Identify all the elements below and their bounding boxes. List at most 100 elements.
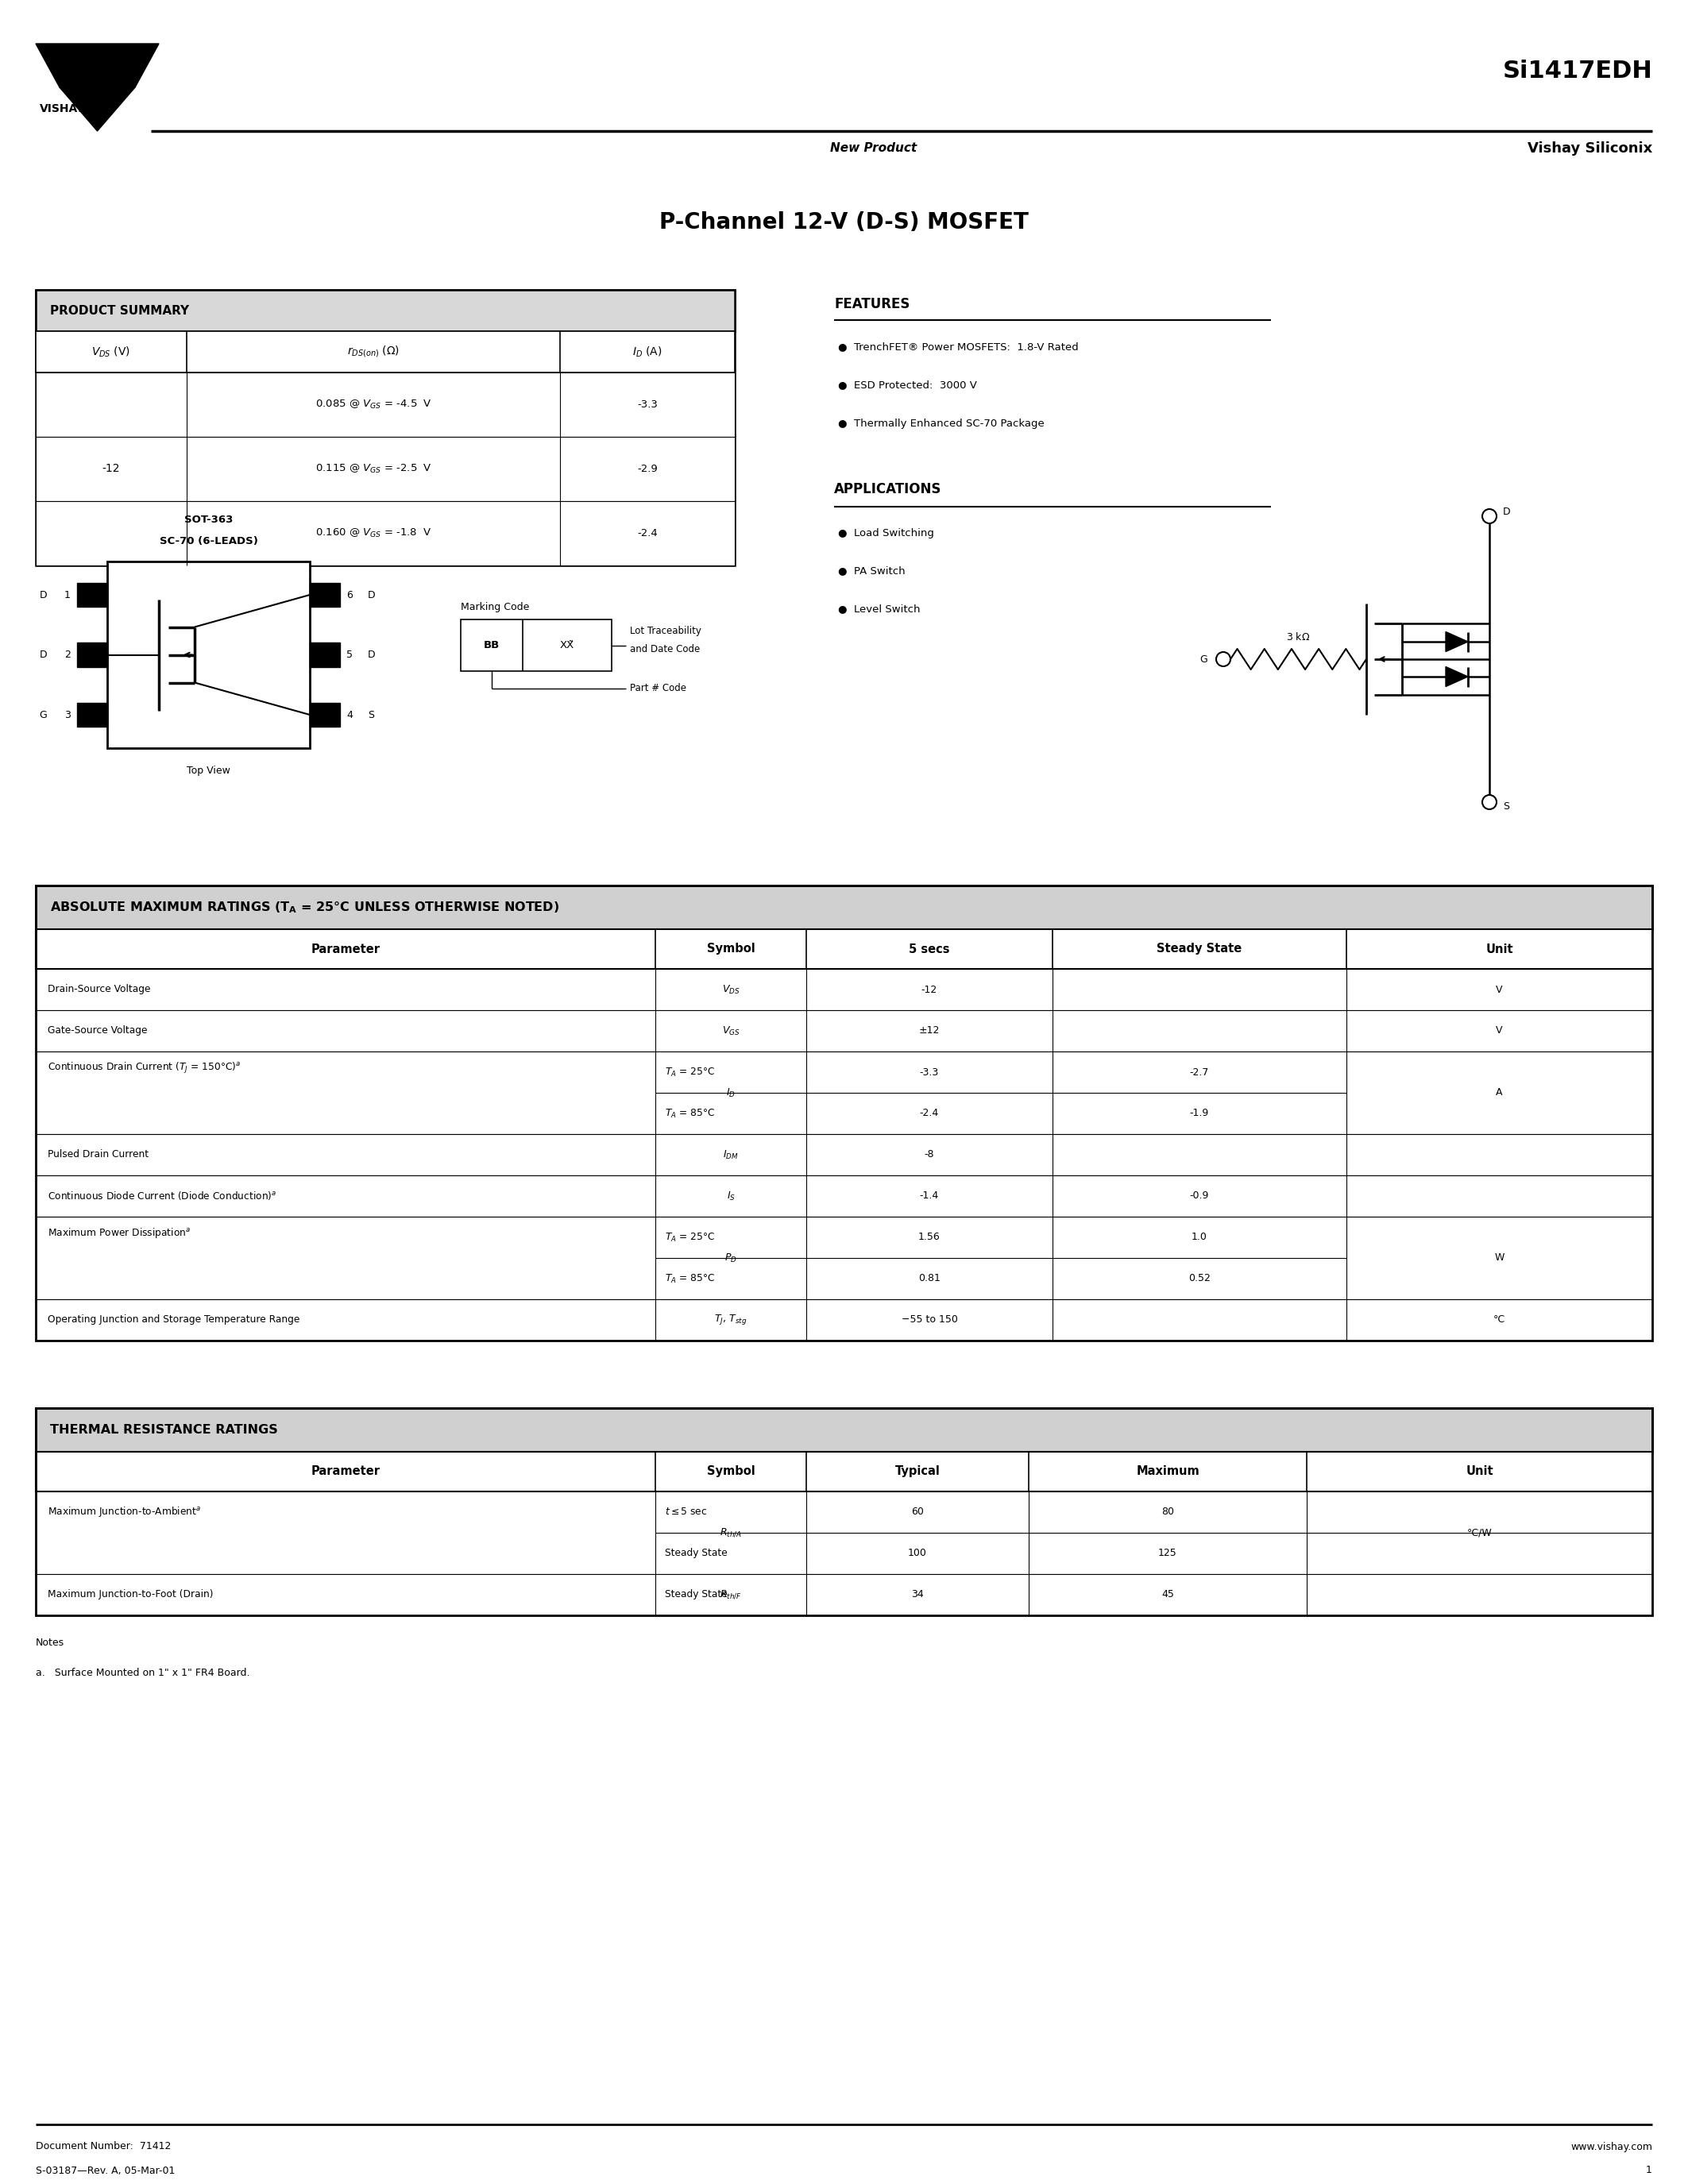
Text: -2.9: -2.9 bbox=[636, 463, 658, 474]
Text: and Date Code: and Date Code bbox=[630, 644, 701, 655]
Bar bbox=[78, 703, 108, 727]
Text: Marking Code: Marking Code bbox=[461, 603, 530, 614]
Text: ±12: ±12 bbox=[918, 1026, 940, 1035]
Text: THERMAL RESISTANCE RATINGS: THERMAL RESISTANCE RATINGS bbox=[51, 1424, 279, 1435]
Text: FEATURES: FEATURES bbox=[834, 297, 910, 312]
Text: Steady State: Steady State bbox=[665, 1590, 728, 1601]
Text: °C/W: °C/W bbox=[1467, 1527, 1492, 1538]
Text: $T_J$, $T_{stg}$: $T_J$, $T_{stg}$ bbox=[714, 1313, 748, 1326]
Text: Continuous Drain Current ($T_J$ = 150°C)$^a$: Continuous Drain Current ($T_J$ = 150°C)… bbox=[47, 1061, 241, 1075]
Text: Maximum Power Dissipation$^a$: Maximum Power Dissipation$^a$ bbox=[47, 1227, 191, 1241]
Text: 3: 3 bbox=[64, 710, 71, 721]
Text: S-03187—Rev. A, 05-Mar-01: S-03187—Rev. A, 05-Mar-01 bbox=[35, 2164, 176, 2175]
Bar bbox=[35, 1011, 1653, 1051]
Text: Pulsed Drain Current: Pulsed Drain Current bbox=[47, 1149, 149, 1160]
Text: $I_S$: $I_S$ bbox=[726, 1190, 736, 1201]
Text: -2.4: -2.4 bbox=[636, 529, 658, 539]
Bar bbox=[78, 642, 108, 666]
Text: P-Channel 12-V (D-S) MOSFET: P-Channel 12-V (D-S) MOSFET bbox=[660, 212, 1028, 234]
Text: Drain-Source Voltage: Drain-Source Voltage bbox=[47, 985, 150, 994]
Bar bbox=[35, 1409, 1653, 1616]
Text: ABSOLUTE MAXIMUM RATINGS ($\mathbf{T_A}$ = 25°C UNLESS OTHERWISE NOTED): ABSOLUTE MAXIMUM RATINGS ($\mathbf{T_A}$… bbox=[51, 900, 559, 915]
Text: -3.3: -3.3 bbox=[920, 1068, 939, 1077]
Text: G: G bbox=[39, 710, 47, 721]
Circle shape bbox=[1482, 795, 1497, 810]
Text: $T_A$ = 85°C: $T_A$ = 85°C bbox=[665, 1273, 716, 1284]
Bar bbox=[78, 583, 108, 607]
Text: $T_A$ = 25°C: $T_A$ = 25°C bbox=[665, 1232, 716, 1243]
Text: 5: 5 bbox=[346, 649, 353, 660]
Text: Operating Junction and Storage Temperature Range: Operating Junction and Storage Temperatu… bbox=[47, 1315, 300, 1326]
Text: W: W bbox=[1494, 1254, 1504, 1262]
Text: Lot Traceability: Lot Traceability bbox=[630, 627, 701, 636]
Text: $V_{DS}$: $V_{DS}$ bbox=[722, 983, 739, 996]
Text: D: D bbox=[368, 590, 375, 601]
Text: −55 to 150: −55 to 150 bbox=[901, 1315, 957, 1326]
Text: Maximum Junction-to-Ambient$^a$: Maximum Junction-to-Ambient$^a$ bbox=[47, 1505, 201, 1518]
Text: -8: -8 bbox=[925, 1149, 935, 1160]
Text: Part # Code: Part # Code bbox=[630, 684, 687, 695]
Text: 4: 4 bbox=[346, 710, 353, 721]
Text: ●  ESD Protected:  3000 V: ● ESD Protected: 3000 V bbox=[837, 380, 977, 391]
Text: Top View: Top View bbox=[187, 764, 230, 775]
Bar bbox=[35, 1575, 1653, 1616]
Text: Gate-Source Voltage: Gate-Source Voltage bbox=[47, 1026, 147, 1035]
Bar bbox=[35, 1216, 1653, 1299]
Text: $V_{DS}$ (V): $V_{DS}$ (V) bbox=[91, 345, 130, 358]
Text: PRODUCT SUMMARY: PRODUCT SUMMARY bbox=[51, 304, 189, 317]
Text: $T_A$ = 85°C: $T_A$ = 85°C bbox=[665, 1107, 716, 1120]
Text: Si1417EDH: Si1417EDH bbox=[1502, 59, 1653, 83]
Text: Typical: Typical bbox=[895, 1465, 940, 1479]
Bar bbox=[461, 620, 611, 670]
Bar bbox=[35, 1492, 1653, 1575]
Text: Symbol: Symbol bbox=[707, 1465, 755, 1479]
Text: -12: -12 bbox=[922, 985, 937, 994]
Text: Symbol: Symbol bbox=[707, 943, 755, 954]
Bar bbox=[35, 290, 734, 566]
Text: Steady State: Steady State bbox=[665, 1548, 728, 1559]
Text: $r_{DS(on)}$ ($\Omega$): $r_{DS(on)}$ ($\Omega$) bbox=[348, 345, 400, 360]
Text: 34: 34 bbox=[912, 1590, 923, 1601]
Text: 0.52: 0.52 bbox=[1188, 1273, 1210, 1284]
Text: 60: 60 bbox=[912, 1507, 923, 1518]
Text: -2.4: -2.4 bbox=[920, 1107, 939, 1118]
Text: 125: 125 bbox=[1158, 1548, 1177, 1559]
Text: $T_A$ = 25°C: $T_A$ = 25°C bbox=[665, 1066, 716, 1079]
Text: D: D bbox=[39, 590, 47, 601]
Text: Vishay Siliconix: Vishay Siliconix bbox=[1528, 142, 1653, 155]
Text: 0.085 @ $V_{GS}$ = -4.5  V: 0.085 @ $V_{GS}$ = -4.5 V bbox=[316, 400, 432, 411]
Bar bbox=[311, 703, 339, 727]
Bar bbox=[311, 583, 339, 607]
Polygon shape bbox=[1445, 666, 1469, 686]
Bar bbox=[311, 642, 339, 666]
Text: XX̃: XX̃ bbox=[560, 640, 574, 651]
Text: www.vishay.com: www.vishay.com bbox=[1570, 2143, 1653, 2151]
Bar bbox=[35, 1133, 1653, 1175]
Text: Steady State: Steady State bbox=[1156, 943, 1242, 954]
Text: $I_{DM}$: $I_{DM}$ bbox=[722, 1149, 739, 1160]
Text: V: V bbox=[1496, 1026, 1502, 1035]
Text: ●  PA Switch: ● PA Switch bbox=[837, 566, 905, 577]
Text: ●  Thermally Enhanced SC-70 Package: ● Thermally Enhanced SC-70 Package bbox=[837, 417, 1045, 428]
Text: Maximum Junction-to-Foot (Drain): Maximum Junction-to-Foot (Drain) bbox=[47, 1590, 213, 1601]
Text: 6: 6 bbox=[346, 590, 353, 601]
Bar bbox=[35, 1452, 1653, 1492]
Text: SOT-363: SOT-363 bbox=[184, 515, 233, 526]
Text: ●  Level Switch: ● Level Switch bbox=[837, 605, 920, 614]
Text: Unit: Unit bbox=[1485, 943, 1512, 954]
Bar bbox=[35, 1299, 1653, 1341]
Bar bbox=[35, 437, 734, 500]
Text: Notes: Notes bbox=[35, 1638, 64, 1649]
Polygon shape bbox=[1445, 631, 1469, 651]
Text: 45: 45 bbox=[1161, 1590, 1175, 1601]
Text: 1.56: 1.56 bbox=[918, 1232, 940, 1243]
Text: $I_D$ (A): $I_D$ (A) bbox=[633, 345, 662, 358]
Text: -2.7: -2.7 bbox=[1190, 1068, 1209, 1077]
Text: -1.4: -1.4 bbox=[920, 1190, 939, 1201]
Text: $R_{th/F}$: $R_{th/F}$ bbox=[719, 1590, 741, 1601]
Bar bbox=[35, 885, 1653, 1341]
Bar bbox=[35, 970, 1653, 1011]
Bar bbox=[35, 500, 734, 566]
Circle shape bbox=[1215, 653, 1231, 666]
Text: 0.81: 0.81 bbox=[918, 1273, 940, 1284]
